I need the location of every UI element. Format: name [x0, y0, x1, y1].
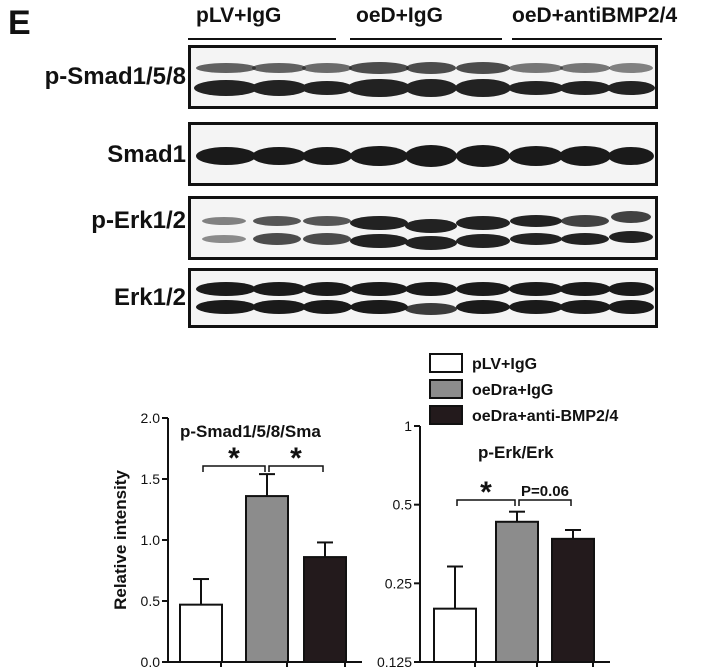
bar: [179, 603, 223, 663]
y-tick-label: 0.25: [385, 575, 412, 591]
legend-label: pLV+IgG: [472, 356, 537, 373]
significance-bracket: [518, 499, 572, 506]
significance-bracket: [456, 499, 516, 506]
legend-swatch: [429, 405, 463, 425]
row-label-smad1: Smad1: [107, 141, 186, 168]
significance-label: *: [480, 476, 492, 509]
bar: [551, 537, 595, 663]
y-tick-label: 0.5: [141, 593, 161, 609]
bar: [495, 520, 539, 664]
blot-smad1: [188, 122, 658, 186]
blot-p-smad: [188, 45, 658, 109]
group-label-plv-igg: pLV+IgG: [196, 4, 282, 27]
legend-swatch: [429, 353, 463, 373]
bar: [433, 607, 477, 663]
blot-p-smad-bands: [194, 62, 655, 97]
group-underline-3: [512, 38, 662, 40]
group-underline-2: [350, 38, 502, 40]
group-underline-1: [188, 38, 336, 40]
significance-label: *: [228, 442, 240, 475]
legend-label: oeDra+IgG: [472, 382, 553, 399]
chart-1: 0.0 0.5 1.0 1.5 2.0 p-Smad1/5/8/Sma Relative i…: [111, 410, 362, 667]
blot-p-erk-bands: [202, 211, 653, 250]
blot-erk: [188, 268, 658, 328]
legend-swatch: [429, 379, 463, 399]
blot-smad1-bands: [196, 145, 654, 167]
blot-erk-bands: [196, 282, 654, 315]
row-label-p-smad: p-Smad1/5/8: [44, 63, 186, 90]
y-tick-label: 2.0: [141, 410, 161, 426]
chart-title: p-Smad1/5/8/Sma: [180, 422, 321, 441]
bar: [245, 495, 289, 663]
legend-svg: pLV+IgG oeDra+IgG oeDra+anti-BMP2/4: [429, 353, 618, 425]
chart-title: p-Erk/Erk: [478, 443, 554, 462]
group-label-oed-igg: oeD+IgG: [356, 4, 443, 27]
y-tick-label: 0.5: [393, 497, 413, 513]
legend: pLV+IgG oeDra+IgG oeDra+anti-BMP2/4: [428, 350, 698, 430]
group-label-oed-antibmp: oeD+antiBMP2/4: [512, 4, 678, 27]
significance-bracket: [268, 465, 324, 472]
y-tick-label: 1: [404, 418, 412, 434]
row-label-p-erk: p-Erk1/2: [91, 207, 186, 234]
significance-label: *: [290, 442, 302, 475]
bar: [303, 556, 347, 664]
significance-label: P=0.06: [521, 483, 569, 500]
y-tick-label: 1.5: [141, 471, 161, 487]
significance-bracket: [202, 465, 266, 472]
legend-label: oeDra+anti-BMP2/4: [472, 408, 618, 425]
y-tick-label: 0.0: [141, 654, 161, 667]
panel-letter: E: [8, 4, 31, 42]
row-label-erk: Erk1/2: [113, 284, 186, 311]
blot-p-erk: [188, 196, 658, 260]
y-tick-label: 0.125: [377, 654, 412, 667]
y-tick-label: 1.0: [141, 532, 161, 548]
y-axis-label: Relative intensity: [111, 470, 130, 610]
chart-2: 0.125 0.25 0.5 1 p-Erk/Erk * P=0.06: [377, 418, 610, 667]
